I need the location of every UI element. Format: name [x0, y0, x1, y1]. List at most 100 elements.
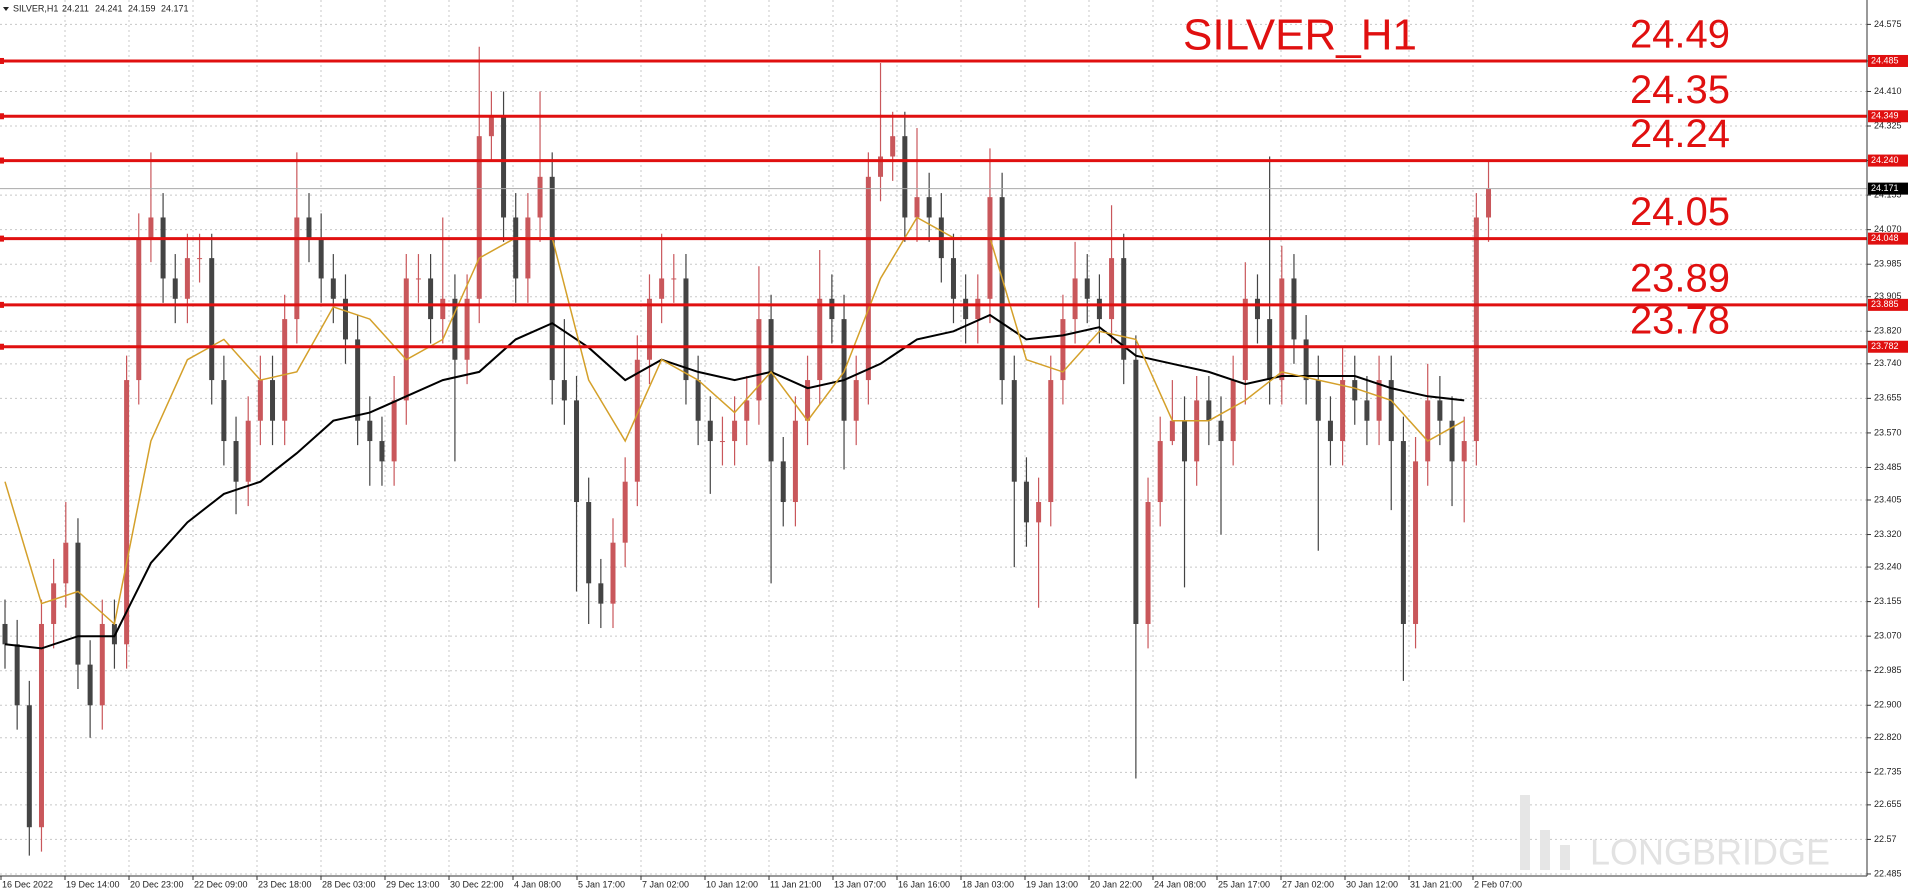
x-tick-label: 30 Jan 12:00	[1346, 879, 1398, 889]
candle-body	[622, 481, 628, 543]
candle-body	[318, 237, 324, 279]
y-tick-label: 22.735	[1874, 767, 1902, 777]
watermark-icon	[1520, 795, 1530, 870]
x-tick-label: 13 Jan 07:00	[834, 879, 886, 889]
candle-body	[1315, 380, 1321, 421]
x-tick-label: 4 Jan 08:00	[514, 879, 561, 889]
watermark: LONGBRIDGE	[1590, 832, 1830, 873]
candle-body	[513, 217, 519, 279]
y-tick-label: 23.820	[1874, 326, 1902, 336]
candle-body	[1376, 380, 1382, 421]
candle-body	[537, 176, 543, 218]
candle-body	[1011, 380, 1017, 482]
candle-body	[464, 298, 470, 360]
candle-body	[561, 380, 567, 401]
candle-body	[817, 298, 823, 381]
candle-body	[610, 542, 616, 604]
candle-body	[1133, 359, 1139, 624]
y-tick-label: 22.820	[1874, 732, 1902, 742]
candle-body	[829, 298, 835, 320]
y-tick-label: 23.070	[1874, 631, 1902, 641]
level-annotation: 24.24	[1630, 112, 1730, 156]
candle-body	[330, 278, 336, 299]
y-tick-label: 23.905	[1874, 291, 1902, 301]
candle-body	[1121, 258, 1127, 360]
candle-body	[1048, 380, 1054, 503]
y-tick-label: 22.57	[1874, 834, 1897, 844]
level-tag	[1868, 232, 1908, 245]
candle-body	[124, 380, 130, 645]
candle-body	[1109, 258, 1115, 320]
y-tick-label: 22.900	[1874, 700, 1902, 710]
x-tick-label: 16 Dec 2022	[2, 879, 53, 889]
candle-body	[1279, 278, 1285, 381]
y-tick-label: 22.485	[1874, 868, 1902, 878]
y-tick-label: 23.485	[1874, 462, 1902, 472]
candle-body	[160, 217, 166, 279]
candle-body	[1400, 441, 1406, 624]
candle-body	[1182, 420, 1188, 462]
candle-body	[209, 258, 215, 381]
x-tick-label: 16 Jan 16:00	[898, 879, 950, 889]
header-value: 24.171	[161, 3, 189, 13]
candle-body	[1218, 420, 1224, 442]
x-tick-label: 25 Jan 17:00	[1218, 879, 1270, 889]
candle-body	[987, 197, 993, 299]
candle-body	[257, 380, 263, 421]
candle-body	[99, 623, 105, 706]
candle-body	[1388, 380, 1394, 442]
candle-body	[342, 298, 348, 340]
x-tick-label: 2 Feb 07:00	[1474, 879, 1522, 889]
candle-body	[598, 583, 604, 604]
axes: 24.57524.48524.41024.32524.24024.15524.0…	[0, 19, 1908, 889]
candle-body	[1060, 319, 1066, 381]
y-tick-label: 24.325	[1874, 120, 1902, 130]
level-tag	[1868, 110, 1908, 123]
grid	[0, 0, 1867, 876]
x-tick-label: 23 Dec 18:00	[258, 879, 312, 889]
y-tick-label: 23.570	[1874, 427, 1902, 437]
candle-body	[634, 359, 640, 482]
x-tick-label: 31 Jan 21:00	[1410, 879, 1462, 889]
level-annotation: 24.05	[1630, 190, 1730, 234]
candle-body	[63, 542, 69, 584]
candle-body	[732, 420, 738, 442]
level-tag-label: 23.782	[1871, 341, 1899, 351]
candle-body	[221, 380, 227, 442]
level-annotation: 24.49	[1630, 13, 1730, 57]
candle-body	[1242, 298, 1248, 381]
x-tick-label: 5 Jan 17:00	[578, 879, 625, 889]
candle-body	[865, 176, 871, 381]
y-tick-label: 23.985	[1874, 259, 1902, 269]
candle-body	[501, 115, 507, 218]
candle-body	[1194, 400, 1200, 462]
candle-body	[245, 420, 251, 482]
candle-body	[488, 115, 494, 137]
candle-body	[975, 298, 981, 320]
x-tick-label: 20 Dec 23:00	[130, 879, 184, 889]
current-price-label: 24.171	[1871, 183, 1899, 193]
x-tick-label: 24 Jan 08:00	[1154, 879, 1206, 889]
candle-body	[1473, 217, 1479, 442]
chart-title: SILVER_H1	[1183, 11, 1417, 60]
x-tick-label: 28 Dec 03:00	[322, 879, 376, 889]
candle-body	[1327, 420, 1333, 442]
candle-body	[549, 176, 555, 381]
candle-body	[926, 197, 932, 218]
watermark-icon	[1560, 845, 1570, 870]
x-tick-label: 11 Jan 21:00	[770, 879, 821, 889]
candle-body	[1437, 400, 1443, 421]
x-tick-label: 27 Jan 02:00	[1282, 879, 1334, 889]
watermark-icon	[1540, 830, 1550, 870]
candle-body	[1084, 278, 1090, 299]
level-tag	[1868, 154, 1908, 167]
level-anchor	[0, 235, 4, 242]
x-tick-label: 30 Dec 22:00	[450, 879, 504, 889]
level-tag-label: 23.885	[1871, 299, 1899, 309]
candle-body	[878, 156, 884, 177]
candle-body	[184, 258, 190, 299]
candle-body	[428, 278, 434, 320]
y-tick-label: 22.985	[1874, 665, 1902, 675]
level-tag	[1868, 340, 1908, 353]
